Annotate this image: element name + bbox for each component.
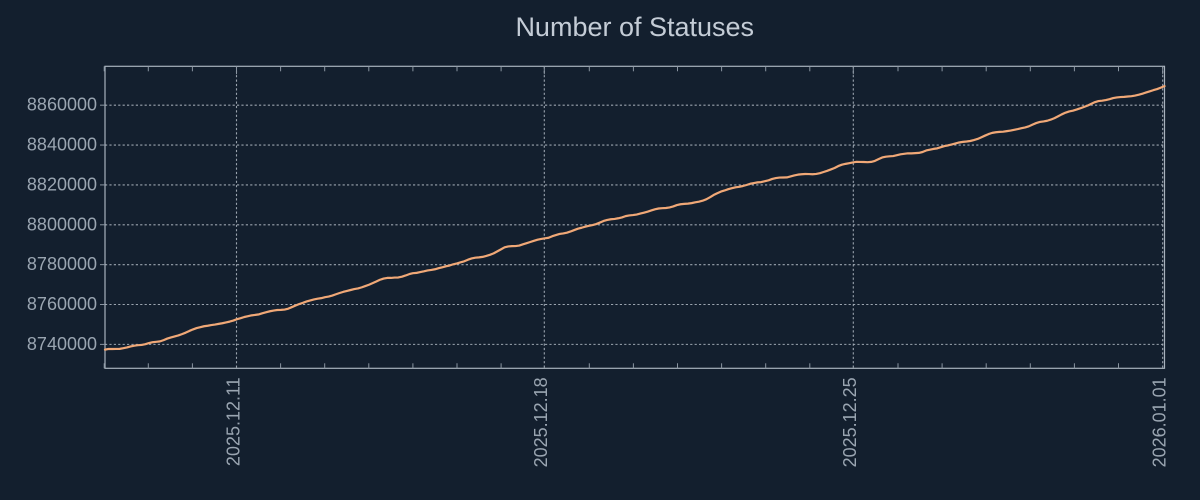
svg-text:2026.01.01: 2026.01.01 — [1150, 377, 1170, 467]
svg-text:8820000: 8820000 — [27, 174, 97, 194]
svg-text:2025.12.11: 2025.12.11 — [223, 377, 243, 466]
svg-text:8780000: 8780000 — [27, 254, 97, 274]
svg-text:2025.12.18: 2025.12.18 — [531, 377, 551, 467]
svg-text:8840000: 8840000 — [27, 135, 97, 155]
svg-text:8800000: 8800000 — [27, 214, 97, 234]
svg-text:2025.12.25: 2025.12.25 — [840, 377, 860, 467]
svg-text:8860000: 8860000 — [27, 95, 97, 115]
svg-text:8740000: 8740000 — [27, 334, 97, 354]
svg-text:8760000: 8760000 — [27, 294, 97, 314]
